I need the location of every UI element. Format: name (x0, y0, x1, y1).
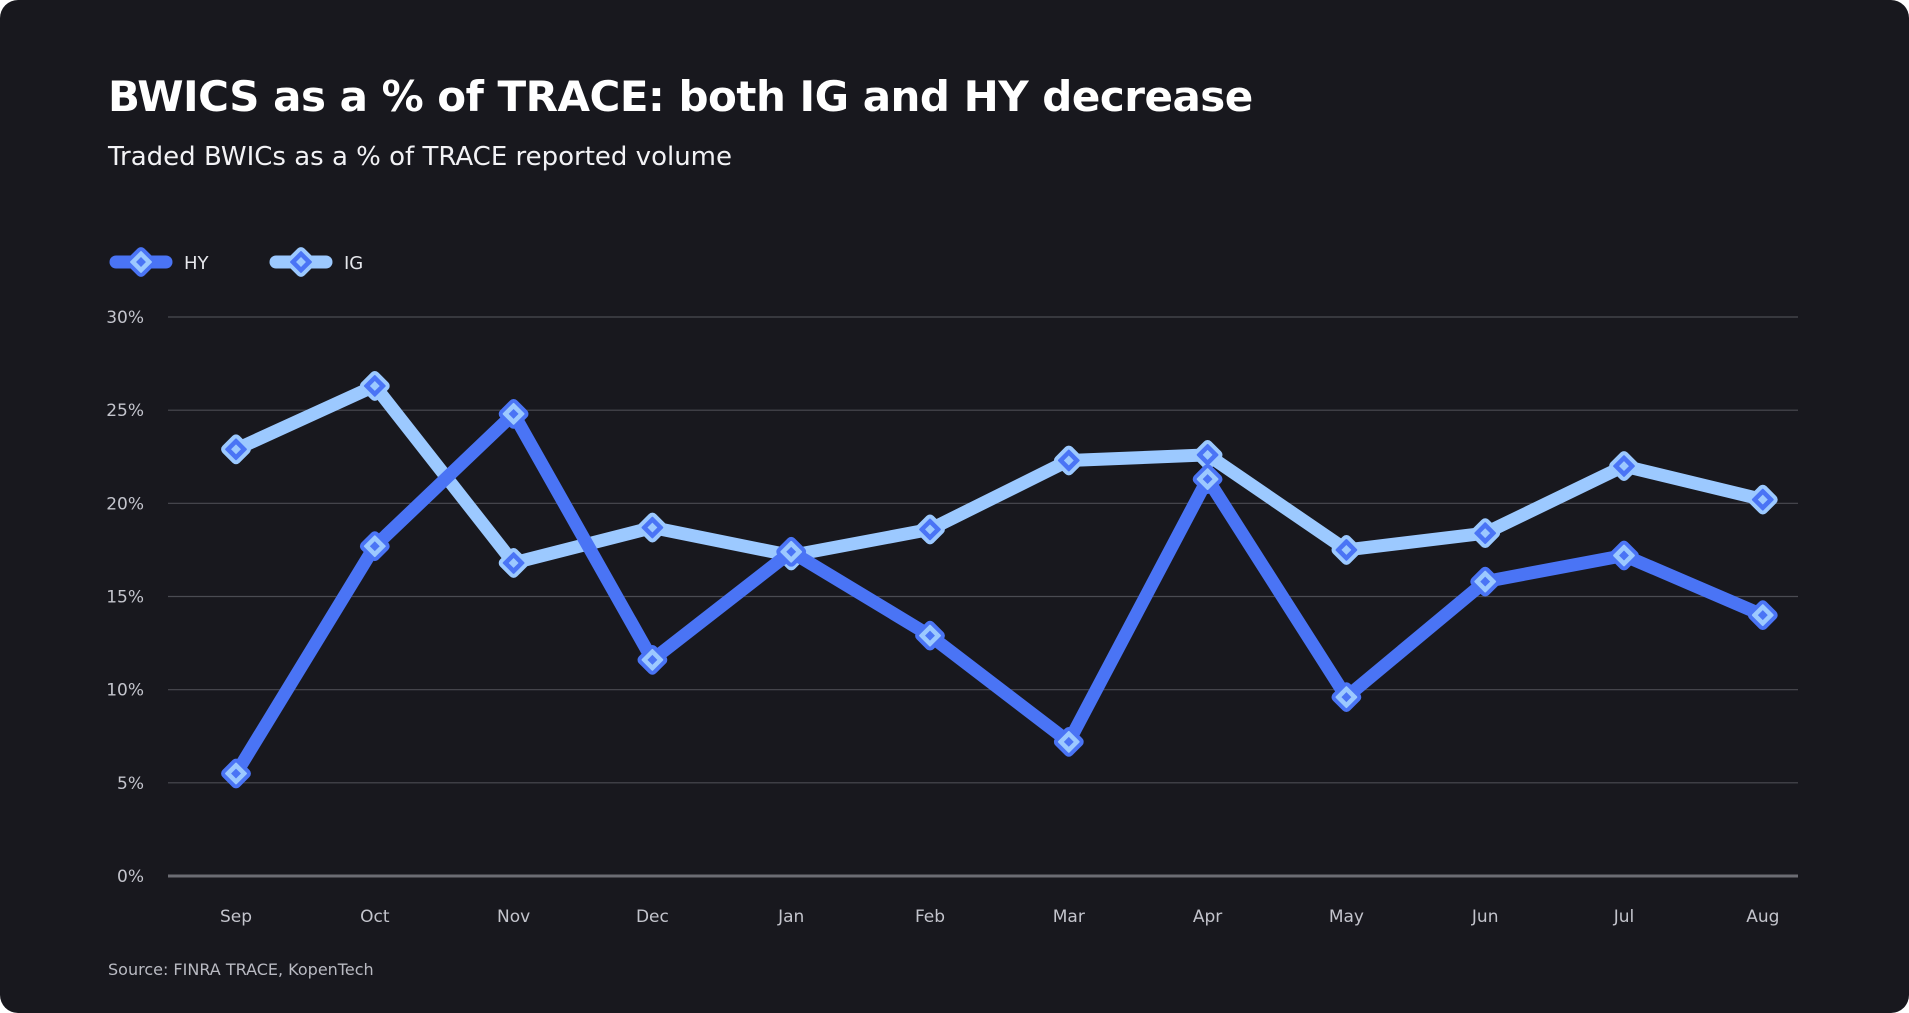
data-point-ig-oct (359, 371, 390, 401)
data-point-ig-mar (1053, 445, 1084, 476)
x-tick-label: May (1329, 907, 1364, 927)
x-tick-label: Apr (1193, 907, 1222, 927)
gridlines (168, 316, 1798, 878)
chart-source-note: Source: FINRA TRACE, KopenTech (108, 960, 374, 979)
legend-swatch-marker (126, 247, 156, 277)
data-point-ig-jun (1470, 518, 1501, 549)
series-line-ig (229, 379, 1770, 570)
x-tick-label: Sep (220, 907, 252, 927)
y-tick-label: 10% (106, 681, 144, 701)
data-point-hy-jan (776, 536, 807, 567)
data-point-ig-jul (1609, 451, 1639, 481)
series-line-hy (229, 407, 1770, 781)
data-point-hy-jun (1470, 566, 1501, 597)
data-point-hy-mar (1053, 726, 1084, 757)
legend-item-ig: IG (269, 247, 363, 277)
x-tick-label: Oct (360, 907, 390, 927)
data-point-hy-jul (1609, 540, 1639, 571)
legend-label: HY (184, 253, 210, 274)
data-point-hy-oct (359, 531, 390, 562)
legend-label: IG (344, 253, 363, 274)
data-point-ig-aug (1747, 484, 1778, 515)
x-tick-label: Nov (497, 907, 530, 927)
y-tick-label: 25% (106, 401, 144, 421)
data-point-hy-sep (221, 758, 251, 789)
chart-subtitle: Traded BWICs as a % of TRACE reported vo… (108, 142, 732, 172)
series-ig (221, 371, 1778, 578)
data-point-hy-dec (637, 644, 668, 675)
legend: HY IG (109, 247, 363, 277)
y-tick-label: 0% (117, 867, 144, 887)
series-lines (221, 371, 1778, 789)
chart-title: BWICS as a % of TRACE: both IG and HY de… (108, 72, 1253, 121)
x-tick-label: Aug (1746, 907, 1779, 927)
series-hy (221, 398, 1778, 789)
data-point-hy-feb (915, 620, 945, 651)
y-tick-label: 30% (106, 308, 144, 328)
x-axis-tick-labels: Sep Oct Nov Dec Jan Feb Mar Apr May Jun Jul Aug (220, 907, 1779, 927)
legend-swatch-marker (286, 247, 316, 277)
data-point-hy-apr (1192, 464, 1223, 495)
data-point-ig-may (1331, 535, 1362, 565)
data-point-ig-sep (221, 434, 251, 465)
data-point-hy-nov (498, 398, 529, 429)
data-point-ig-dec (637, 512, 668, 543)
x-tick-label: Dec (636, 907, 669, 927)
legend-item-hy: HY (109, 247, 210, 277)
x-tick-label: Jul (1613, 907, 1635, 927)
data-point-ig-nov (498, 548, 529, 578)
y-tick-label: 15% (106, 588, 144, 608)
data-point-hy-may (1331, 682, 1362, 713)
y-tick-label: 5% (117, 774, 144, 794)
y-tick-label: 20% (106, 494, 144, 514)
x-tick-label: Mar (1053, 907, 1085, 927)
x-tick-label: Jan (777, 907, 804, 927)
x-tick-label: Jun (1471, 907, 1499, 927)
data-point-ig-apr (1192, 439, 1223, 470)
y-axis-tick-labels: 0% 5% 10% 15% 20% 25% 30% (106, 308, 144, 887)
data-point-hy-aug (1747, 600, 1778, 631)
data-point-ig-feb (915, 514, 945, 545)
x-tick-label: Feb (915, 907, 945, 927)
